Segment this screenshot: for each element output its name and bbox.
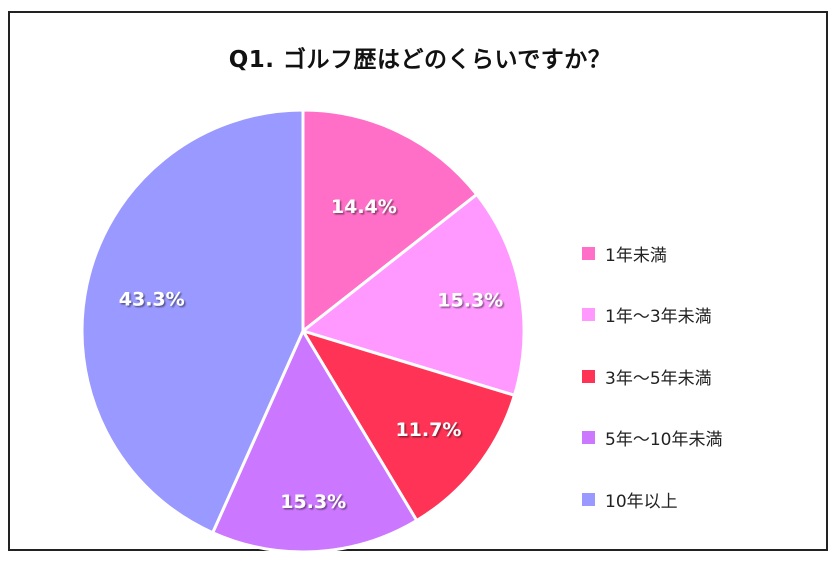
- legend-label: 1年未満: [605, 245, 667, 266]
- legend-label: 3年～5年未満: [605, 368, 712, 389]
- legend-label: 10年以上: [605, 491, 678, 512]
- pie-slice: [299, 192, 526, 398]
- legend-item: 5年～10年未満: [582, 428, 723, 450]
- legend-swatch: [582, 492, 595, 506]
- chart-title: Q1. ゴルフ歴はどのくらいですか？: [228, 47, 612, 73]
- legend-swatch: [582, 308, 595, 321]
- pie-slice: [299, 328, 517, 523]
- slice-value-label: 14.4%: [331, 196, 397, 218]
- pie-slice: [80, 108, 305, 535]
- legend-item: 1年未満: [582, 243, 722, 266]
- legend-swatch: [582, 369, 595, 383]
- slice-value-label: 43.3%: [119, 289, 185, 311]
- pie-slice: [210, 327, 419, 554]
- legend-item: 3年～5年未満: [582, 366, 722, 389]
- legend-item: 10年以上: [582, 489, 722, 512]
- legend-swatch: [582, 246, 595, 260]
- slice-value-label: 11.7%: [395, 419, 461, 441]
- legend-label: 5年～10年未満: [605, 430, 723, 450]
- legend-label: 1年～3年未満: [605, 307, 712, 327]
- slice-value-label: 15.3%: [437, 290, 503, 312]
- pie-slice: [301, 108, 479, 335]
- slice-value-label: 15.3%: [280, 491, 346, 513]
- legend-swatch: [582, 431, 595, 444]
- legend: 1年未満 1年～3年未満 3年～5年未満 5年～10年未満 10年以上: [582, 243, 722, 551]
- legend-item: 1年～3年未満: [582, 305, 722, 327]
